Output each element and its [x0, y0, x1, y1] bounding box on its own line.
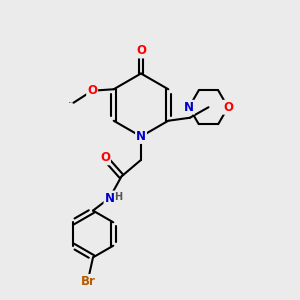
Text: methoxy: methoxy [69, 102, 75, 104]
Text: Br: Br [81, 275, 96, 288]
Text: N: N [184, 101, 194, 114]
Text: O: O [136, 44, 146, 58]
Text: O: O [100, 151, 110, 164]
Text: O: O [223, 101, 233, 114]
Text: N: N [104, 191, 115, 205]
Text: H: H [114, 191, 122, 202]
Text: O: O [87, 84, 97, 97]
Text: N: N [136, 130, 146, 143]
